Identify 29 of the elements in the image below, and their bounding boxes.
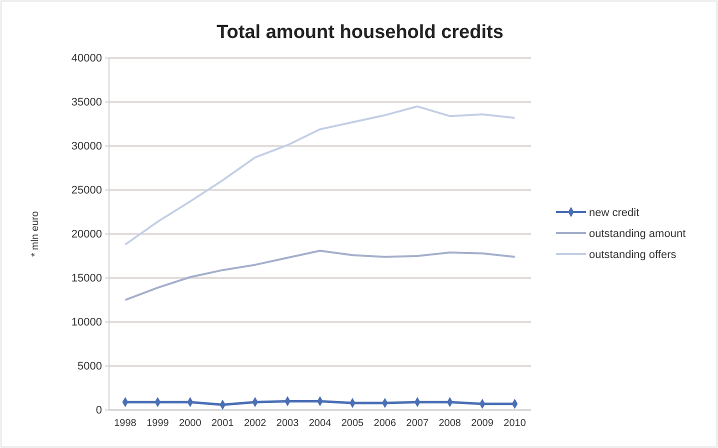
line-series xyxy=(124,105,516,246)
x-tick-label: 2010 xyxy=(504,418,526,429)
x-tick-label: 2006 xyxy=(374,418,396,429)
chart-title: Total amount household credits xyxy=(216,22,504,43)
x-tick-label: 2007 xyxy=(406,418,429,429)
legend-label: outstanding offers xyxy=(589,249,677,261)
y-tick-label: 40000 xyxy=(71,52,102,65)
y-tick-label: 20000 xyxy=(71,228,102,241)
x-tick-label: 1999 xyxy=(146,418,170,429)
x-tick-label: 2000 xyxy=(179,418,202,429)
x-tick-label: 2005 xyxy=(341,418,364,429)
x-tick-label: 2009 xyxy=(471,418,494,429)
legend-label: new credit xyxy=(589,207,640,219)
line-series xyxy=(124,250,516,301)
y-tick-label: 0 xyxy=(96,404,102,417)
y-tick-label: 15000 xyxy=(71,272,102,285)
x-tick-label: 2008 xyxy=(438,418,462,429)
legend-label: outstanding amount xyxy=(589,228,686,240)
x-tick-label: 2004 xyxy=(308,418,332,429)
y-tick-label: 5000 xyxy=(78,360,102,373)
x-tick-label: 2001 xyxy=(211,418,234,429)
y-tick-label: 35000 xyxy=(71,96,102,109)
x-tick-label: 2002 xyxy=(244,418,267,429)
y-tick-label: 10000 xyxy=(71,316,102,329)
y-tick-label: 30000 xyxy=(71,140,102,153)
y-tick-label: 25000 xyxy=(71,184,102,197)
y-axis-title: * mln euro xyxy=(30,210,41,257)
x-tick-label: 2003 xyxy=(276,418,300,429)
x-tick-label: 1998 xyxy=(114,418,137,429)
